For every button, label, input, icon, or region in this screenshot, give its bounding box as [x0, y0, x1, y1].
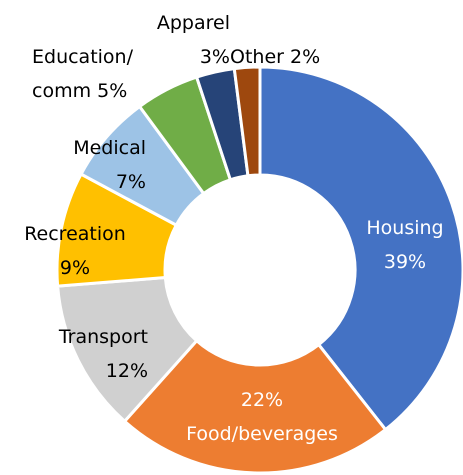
category-label: Food/beverages	[186, 423, 338, 445]
value-label: 2%	[290, 46, 321, 68]
slice-label: Apparel 3%	[100, 6, 230, 74]
slice-label: Housing 39%	[345, 211, 463, 279]
slice	[56, 275, 199, 424]
value-label: 7%	[115, 171, 146, 193]
slice-label: Education/ comm 5%	[32, 40, 162, 108]
value-label: 5%	[97, 80, 128, 102]
slice-label: Recreation 9%	[0, 217, 150, 285]
value-label: 9%	[59, 257, 91, 279]
category-label: Recreation	[24, 223, 126, 245]
slice-label: Medical 7%	[0, 131, 146, 199]
slice	[122, 338, 388, 475]
category-label: Other	[230, 46, 284, 68]
category-label: Transport	[58, 326, 148, 348]
category-label: Medical	[73, 137, 146, 159]
value-label: 39%	[383, 251, 427, 273]
category-label: Housing	[366, 217, 444, 239]
slice-label: Transport 12%	[0, 320, 148, 388]
value-label: 22%	[240, 389, 284, 411]
slice	[258, 65, 463, 432]
slice-label: Food/beverages 22%	[152, 383, 372, 451]
slice	[232, 65, 262, 178]
category-label: Education/ comm	[32, 46, 133, 102]
slice-label: Other 2%	[230, 40, 350, 74]
value-label: 12%	[105, 360, 148, 382]
value-label: 3%	[199, 46, 230, 68]
category-label: Apparel	[156, 12, 230, 34]
